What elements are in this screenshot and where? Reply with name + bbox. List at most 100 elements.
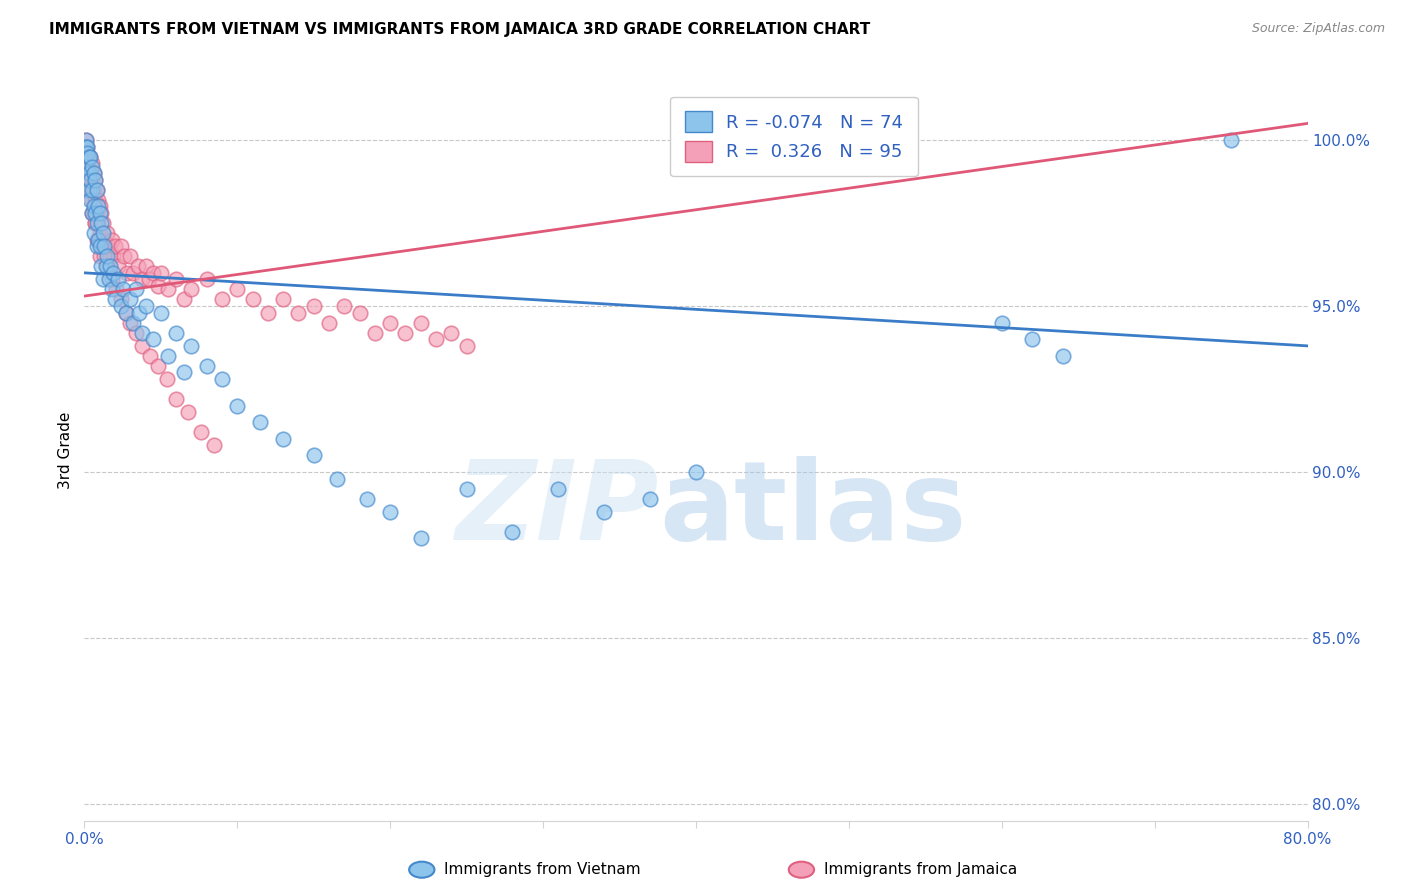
Point bbox=[83, 206, 105, 220]
Point bbox=[325, 472, 347, 486]
Point bbox=[211, 293, 233, 307]
Point bbox=[80, 206, 103, 220]
Point bbox=[75, 146, 97, 161]
Point bbox=[173, 366, 195, 380]
Point bbox=[104, 293, 127, 307]
Point bbox=[157, 282, 180, 296]
Point bbox=[226, 282, 249, 296]
Point bbox=[84, 216, 107, 230]
Point bbox=[156, 372, 179, 386]
Point bbox=[87, 233, 110, 247]
Point bbox=[165, 392, 187, 406]
Point bbox=[89, 249, 111, 263]
Point bbox=[80, 193, 103, 207]
Point bbox=[456, 482, 478, 496]
Point bbox=[180, 339, 202, 353]
Point bbox=[101, 233, 124, 247]
Point bbox=[77, 173, 100, 187]
Point bbox=[226, 399, 249, 413]
Point bbox=[77, 150, 100, 164]
Text: ZIP: ZIP bbox=[456, 456, 659, 563]
Point bbox=[75, 139, 97, 153]
Point bbox=[90, 233, 112, 247]
Point bbox=[271, 432, 294, 446]
Point bbox=[89, 226, 111, 240]
Point bbox=[87, 199, 110, 213]
Point bbox=[409, 316, 432, 330]
Point bbox=[593, 505, 616, 519]
Point bbox=[1021, 332, 1043, 346]
Point bbox=[125, 326, 148, 340]
Point bbox=[89, 239, 111, 253]
Point bbox=[349, 306, 371, 320]
Point bbox=[135, 299, 157, 313]
Text: Immigrants from Jamaica: Immigrants from Jamaica bbox=[824, 863, 1017, 877]
Point bbox=[79, 183, 101, 197]
Point bbox=[83, 183, 105, 197]
Point bbox=[96, 249, 118, 263]
Point bbox=[93, 249, 115, 263]
Point bbox=[98, 249, 121, 263]
Point bbox=[440, 326, 463, 340]
Point bbox=[180, 282, 202, 296]
Point bbox=[165, 326, 187, 340]
Point bbox=[122, 316, 145, 330]
Point bbox=[86, 183, 108, 197]
Point bbox=[149, 306, 172, 320]
Point bbox=[84, 216, 107, 230]
Point bbox=[257, 306, 280, 320]
Point bbox=[86, 239, 108, 253]
Point bbox=[211, 372, 233, 386]
Point bbox=[409, 532, 432, 546]
Point bbox=[79, 173, 101, 187]
Point bbox=[80, 173, 103, 187]
Point bbox=[75, 139, 97, 153]
Point bbox=[84, 173, 107, 187]
Y-axis label: 3rd Grade: 3rd Grade bbox=[58, 412, 73, 489]
Point bbox=[195, 272, 218, 286]
Point bbox=[80, 183, 103, 197]
Text: IMMIGRANTS FROM VIETNAM VS IMMIGRANTS FROM JAMAICA 3RD GRADE CORRELATION CHART: IMMIGRANTS FROM VIETNAM VS IMMIGRANTS FR… bbox=[49, 22, 870, 37]
Point bbox=[333, 299, 356, 313]
Point bbox=[149, 266, 172, 280]
Point bbox=[83, 166, 105, 180]
Point bbox=[91, 216, 114, 230]
Point bbox=[177, 405, 200, 419]
Point bbox=[80, 206, 103, 220]
Point bbox=[202, 438, 225, 452]
Point bbox=[79, 193, 101, 207]
Point bbox=[86, 216, 108, 230]
Point bbox=[84, 193, 107, 207]
Point bbox=[94, 259, 117, 273]
Point bbox=[86, 206, 108, 220]
Point bbox=[111, 282, 134, 296]
Point bbox=[685, 465, 707, 479]
Point bbox=[84, 206, 107, 220]
Point bbox=[77, 166, 100, 180]
Point bbox=[302, 299, 325, 313]
Point bbox=[502, 524, 524, 539]
Point bbox=[271, 293, 294, 307]
Point bbox=[287, 306, 309, 320]
Point bbox=[122, 266, 145, 280]
Point bbox=[75, 133, 97, 147]
Point bbox=[91, 272, 114, 286]
Text: atlas: atlas bbox=[659, 456, 967, 563]
Point bbox=[89, 199, 111, 213]
Point bbox=[98, 259, 121, 273]
Point bbox=[107, 272, 129, 286]
Point bbox=[318, 316, 340, 330]
Point bbox=[302, 449, 325, 463]
Point bbox=[76, 146, 98, 161]
Point bbox=[101, 272, 124, 286]
Point bbox=[90, 259, 112, 273]
Point bbox=[135, 259, 157, 273]
Point bbox=[131, 339, 153, 353]
Point bbox=[76, 146, 98, 161]
Point bbox=[83, 166, 105, 180]
Point bbox=[93, 233, 115, 247]
Text: Source: ZipAtlas.com: Source: ZipAtlas.com bbox=[1251, 22, 1385, 36]
Point bbox=[190, 425, 212, 440]
Point bbox=[157, 349, 180, 363]
Point bbox=[146, 359, 169, 373]
